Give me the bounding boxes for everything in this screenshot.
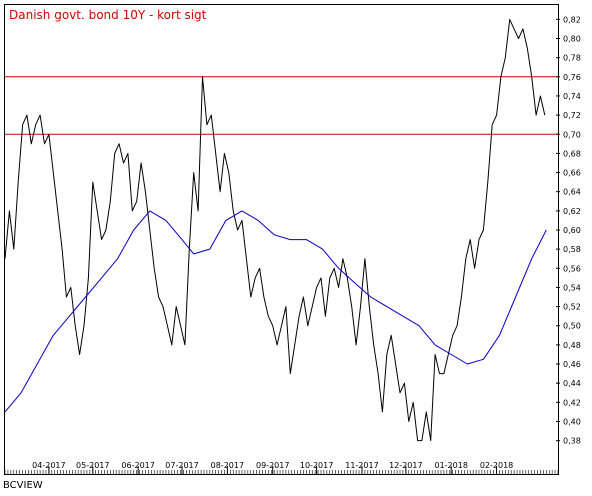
x-tick-label: 06-2017 <box>121 461 154 470</box>
x-tick-label: 09-2017 <box>256 461 289 470</box>
y-tick-label: 0,58 <box>563 245 581 254</box>
chart-title: Danish govt. bond 10Y - kort sigt <box>9 8 207 22</box>
y-tick-label: 0,54 <box>563 283 581 292</box>
x-tick-label: 05-2017 <box>76 461 109 470</box>
x-axis: 04-2017 05-2017 06-2017 07-2017 08-2017 09-20… <box>4 461 559 474</box>
y-tick-label: 0,68 <box>563 149 581 158</box>
y-tick-label: 0,64 <box>563 188 581 197</box>
y-tick-label: 0,42 <box>563 398 581 407</box>
x-tick-label: 02-2018 <box>480 461 513 470</box>
y-tick-label: 0,76 <box>563 73 581 82</box>
x-tick-label: 12-2017 <box>389 461 422 470</box>
y-tick-label: 0,40 <box>563 417 581 426</box>
y-tick-label: 0,82 <box>563 15 581 24</box>
x-tick-label: 01-2018 <box>434 461 467 470</box>
plot-frame <box>4 4 559 475</box>
series-line-1 <box>4 210 547 413</box>
y-tick-label: 0,74 <box>563 92 581 101</box>
y-tick-label: 0,66 <box>563 169 581 178</box>
series-layer <box>4 18 547 442</box>
y-tick-label: 0,46 <box>563 360 581 369</box>
y-tick-label: 0,72 <box>563 111 581 120</box>
y-tick-label: 0,48 <box>563 341 581 350</box>
y-tick-label: 0,78 <box>563 54 581 63</box>
y-tick-label: 0,50 <box>563 322 581 331</box>
x-tick-label: 11-2017 <box>345 461 378 470</box>
y-tick-label: 0,70 <box>563 130 581 139</box>
y-tick-label: 0,52 <box>563 303 581 312</box>
x-tick-label: 08-2017 <box>211 461 244 470</box>
y-tick-label: 0,44 <box>563 379 581 388</box>
x-tick-label: 04-2017 <box>32 461 65 470</box>
y-tick-label: 0,80 <box>563 35 581 44</box>
y-tick-label: 0,38 <box>563 437 581 446</box>
footer-label: BCVIEW <box>3 480 43 491</box>
y-tick-label: 0,62 <box>563 207 581 216</box>
reference-lines <box>5 76 558 135</box>
x-tick-label: 10-2017 <box>300 461 333 470</box>
y-tick-label: 0,56 <box>563 264 581 273</box>
series-line-0 <box>4 18 546 442</box>
x-tick-label: 07-2017 <box>165 461 198 470</box>
y-tick-label: 0,60 <box>563 226 581 235</box>
y-axis: 0,38 0,40 0,42 0,44 0,46 0,48 0,50 0,52 0,54 0,56… <box>556 15 581 446</box>
